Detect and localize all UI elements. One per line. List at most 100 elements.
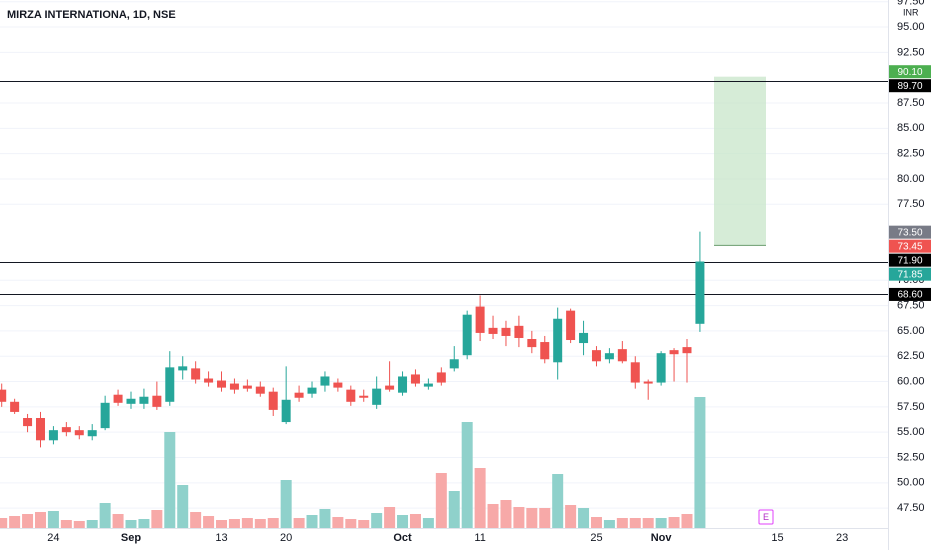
candle-body bbox=[359, 395, 369, 398]
candle-body bbox=[514, 325, 524, 338]
candle-body bbox=[553, 318, 563, 363]
y-tick-label: 87.50 bbox=[897, 97, 925, 109]
candle-body bbox=[217, 380, 227, 388]
x-tick-label: 25 bbox=[590, 532, 602, 544]
y-tick-label: 80.00 bbox=[897, 173, 925, 185]
volume-bar bbox=[125, 520, 137, 528]
candle-body bbox=[566, 310, 576, 341]
x-tick-label: Sep bbox=[121, 532, 141, 544]
candle-body bbox=[488, 327, 498, 334]
price-label: 68.60 bbox=[897, 290, 922, 301]
candle-body bbox=[604, 353, 614, 360]
candle-body bbox=[152, 395, 162, 407]
target-zone bbox=[714, 76, 766, 246]
candle-body bbox=[229, 383, 239, 390]
y-tick-label: 62.50 bbox=[897, 350, 925, 362]
volume-bar bbox=[228, 519, 240, 528]
volume-bar bbox=[603, 520, 615, 528]
candle-body bbox=[423, 383, 433, 387]
y-tick-label: 65.00 bbox=[897, 325, 925, 337]
candle-body bbox=[579, 332, 589, 344]
volume-bar bbox=[461, 422, 473, 528]
candle-body bbox=[333, 382, 343, 388]
candle-body bbox=[643, 381, 653, 384]
volume-bar bbox=[384, 507, 396, 528]
volume-bar bbox=[552, 474, 564, 528]
y-tick-label: 85.00 bbox=[897, 122, 925, 134]
x-tick-label: 20 bbox=[280, 532, 292, 544]
volume-bar bbox=[448, 491, 460, 528]
volume-bar bbox=[216, 520, 228, 528]
volume-bar bbox=[642, 518, 654, 528]
candle-body bbox=[178, 366, 188, 371]
volume-bar bbox=[306, 515, 318, 528]
candle-body bbox=[204, 378, 214, 383]
price-label: 90.10 bbox=[897, 67, 922, 78]
volume-bar bbox=[578, 508, 590, 528]
y-tick-label: 77.50 bbox=[897, 198, 925, 210]
volume-bar bbox=[332, 517, 344, 528]
y-tick-label: 52.50 bbox=[897, 451, 925, 463]
candle-body bbox=[113, 394, 123, 403]
price-label-box bbox=[889, 65, 931, 79]
candle-body bbox=[294, 392, 304, 398]
volume-bar bbox=[629, 518, 641, 528]
volume-bar bbox=[267, 518, 279, 528]
y-tick-label: 95.00 bbox=[897, 21, 925, 33]
volume-bar bbox=[280, 480, 292, 528]
candle-body bbox=[35, 418, 45, 441]
candle-body bbox=[126, 398, 136, 404]
candle-body bbox=[372, 388, 382, 405]
candle-body bbox=[501, 327, 511, 336]
candle-body bbox=[540, 342, 550, 360]
volume-bar bbox=[60, 520, 72, 528]
candle-body bbox=[449, 359, 459, 369]
volume-bar bbox=[474, 468, 486, 528]
price-axis: 47.50 50.00 52.50 55.00 57.50 60.00 62.50 65.00… bbox=[47, 0, 931, 544]
candle-body bbox=[242, 385, 252, 389]
candle-body bbox=[385, 385, 395, 390]
y-tick-label: 50.00 bbox=[897, 477, 925, 489]
volume-bar bbox=[681, 514, 693, 528]
y-tick-label: 57.50 bbox=[897, 401, 925, 413]
candle-body bbox=[10, 401, 20, 412]
volume-bar bbox=[164, 432, 176, 528]
volume-bar bbox=[422, 518, 434, 528]
price-label: 73.50 bbox=[897, 227, 922, 238]
candle-body bbox=[61, 427, 71, 433]
candle-body bbox=[527, 339, 537, 348]
candle-body bbox=[475, 306, 485, 333]
volume-bar bbox=[358, 520, 370, 528]
y-tick-label: 82.50 bbox=[897, 148, 925, 160]
price-label: 71.90 bbox=[897, 255, 922, 266]
candle-body bbox=[656, 353, 666, 383]
volume-bar bbox=[190, 512, 202, 528]
volume-bar bbox=[47, 511, 59, 528]
volume-bar bbox=[86, 520, 98, 528]
candle-body bbox=[630, 362, 640, 383]
candle-body bbox=[255, 386, 265, 394]
price-label: 73.45 bbox=[897, 241, 922, 252]
volume-bar bbox=[565, 505, 577, 528]
price-label: 89.70 bbox=[897, 81, 922, 92]
price-label-box bbox=[889, 287, 931, 301]
event-marker: E bbox=[763, 512, 769, 522]
volume-bar bbox=[500, 500, 512, 528]
x-tick-label: Nov bbox=[651, 532, 673, 544]
y-tick-label: 55.00 bbox=[897, 426, 925, 438]
candle-body bbox=[281, 399, 291, 423]
candle-body bbox=[191, 368, 201, 380]
volume-bar bbox=[616, 518, 628, 528]
price-label-box bbox=[889, 225, 931, 239]
volume-bar bbox=[539, 508, 551, 528]
y-tick-label: 47.50 bbox=[897, 502, 925, 514]
candle-body bbox=[398, 376, 408, 393]
price-label-box bbox=[889, 79, 931, 93]
volume-bar bbox=[9, 516, 21, 528]
candle-body bbox=[74, 430, 84, 436]
volume-bar bbox=[177, 485, 189, 528]
candle-body bbox=[268, 391, 278, 410]
volume-bar bbox=[138, 519, 150, 528]
